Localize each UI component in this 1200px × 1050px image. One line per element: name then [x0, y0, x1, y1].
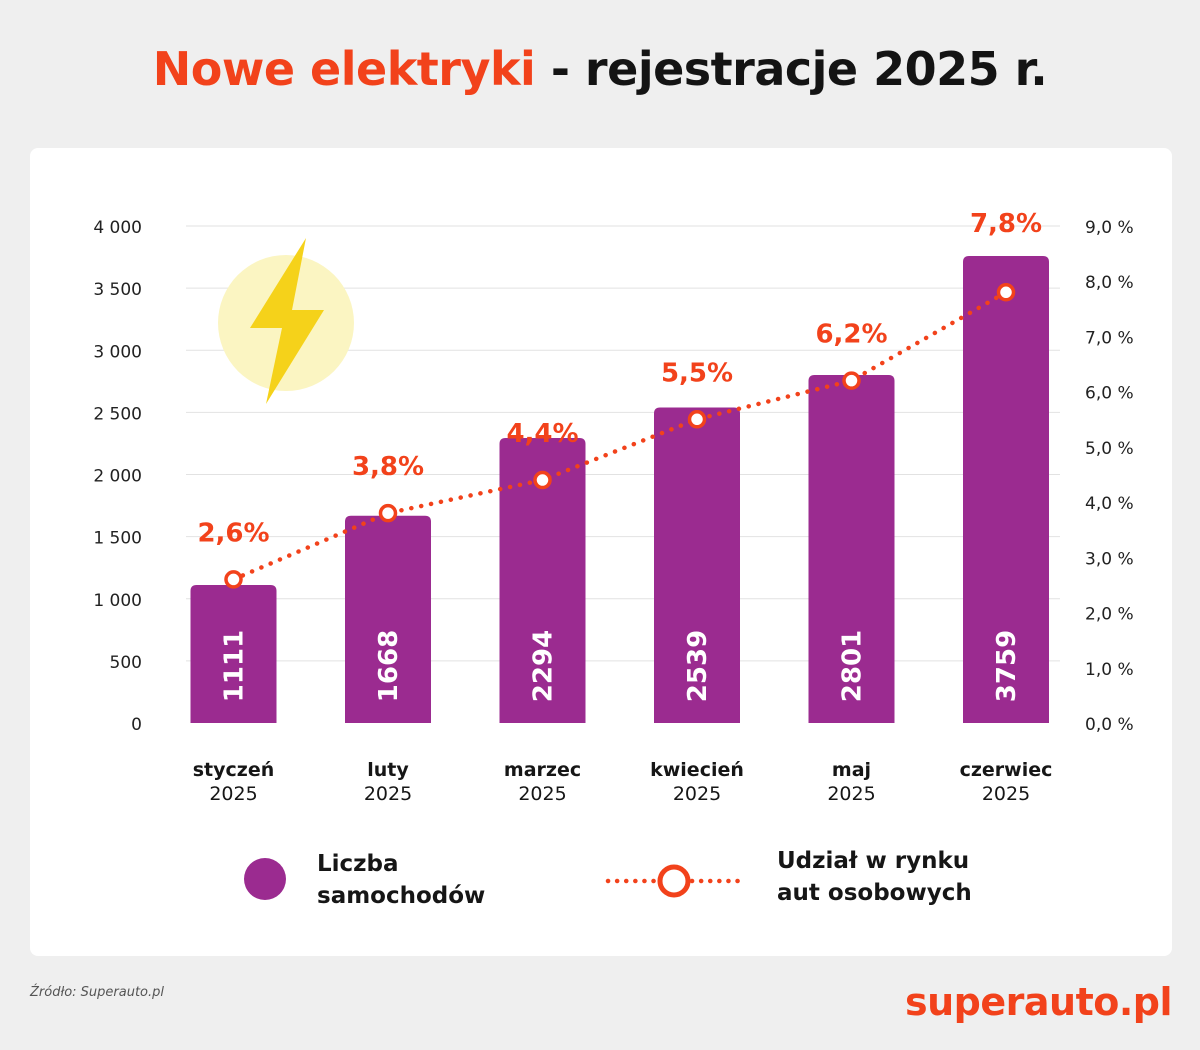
y-left-axis: 0 500 1 000 1 500 2 000 2 500 3 000 3 500 4 000	[93, 218, 142, 735]
x-tick-month: kwiecień	[650, 759, 744, 781]
bar-labels: 1111 1668 2294 2539 2801 3759	[220, 630, 1023, 702]
share-point	[996, 283, 1016, 302]
y-right-tick-label: 4,0 %	[1085, 494, 1134, 514]
legend-item-line: Udział w rynku aut osobowych	[777, 845, 1037, 909]
y-left-tick-label: 2 500	[93, 404, 142, 424]
legend-line-line1: Udział w rynku	[777, 848, 970, 874]
legend-bars-line1: Liczba	[317, 851, 399, 877]
share-points	[224, 283, 1016, 589]
y-right-tick-label: 5,0 %	[1085, 439, 1134, 459]
share-value-label: 6,2%	[815, 320, 887, 350]
lightning-bolt-icon	[218, 238, 354, 404]
bars	[190, 255, 1049, 723]
share-point	[842, 371, 861, 390]
bar	[190, 584, 277, 723]
legend-bar-swatch	[244, 858, 286, 900]
bar-value-label: 1668	[374, 630, 404, 702]
share-point	[533, 470, 552, 490]
share-point	[378, 503, 398, 523]
bar-value-label: 1111	[220, 630, 250, 702]
bar-value-label: 2801	[838, 630, 868, 702]
bar	[654, 407, 740, 723]
y-left-tick-label: 1 500	[93, 529, 142, 549]
x-tick-year: 2025	[673, 783, 721, 805]
y-right-tick-label: 0,0 %	[1085, 715, 1134, 735]
share-value-label: 7,8%	[970, 209, 1042, 239]
x-tick-month: czerwiec	[960, 759, 1053, 781]
bar	[345, 515, 431, 723]
y-left-tick-label: 1 000	[93, 591, 142, 611]
y-right-tick-label: 2,0 %	[1085, 605, 1134, 625]
share-value-label: 3,8%	[352, 452, 424, 482]
y-right-tick-label: 3,0 %	[1085, 549, 1134, 569]
title-accent: Nowe elektryki	[152, 42, 536, 96]
y-left-tick-label: 0	[131, 715, 142, 735]
share-point	[687, 410, 707, 429]
chart-card: 0 500 1 000 1 500 2 000 2 500 3 000 3 500 4 000 …	[30, 148, 1172, 956]
y-left-tick-label: 4 000	[93, 218, 142, 238]
legend-line-line2: aut osobowych	[777, 880, 972, 906]
legend-bars-line2: samochodów	[317, 883, 486, 909]
x-tick-year: 2025	[982, 783, 1030, 805]
legend-icons	[244, 858, 745, 900]
legend-line-swatch-marker	[657, 864, 691, 898]
y-left-tick-label: 3 000	[93, 342, 142, 362]
x-axis-labels: styczeń2025luty2025marzec2025kwiecień202…	[193, 759, 1053, 805]
y-right-tick-label: 6,0 %	[1085, 384, 1134, 404]
y-right-tick-label: 1,0 %	[1085, 660, 1134, 680]
x-tick-year: 2025	[827, 783, 875, 805]
brand-logo: superauto.pl	[904, 980, 1173, 1024]
x-tick-month: luty	[367, 759, 409, 781]
share-line	[231, 290, 1009, 582]
share-value-label: 5,5%	[661, 358, 733, 388]
bar	[499, 437, 586, 723]
y-right-tick-label: 9,0 %	[1085, 218, 1134, 238]
y-right-tick-label: 8,0 %	[1085, 273, 1134, 293]
share-labels: 2,6% 3,8% 4,4% 5,5% 6,2% 7,8%	[197, 209, 1042, 548]
share-value-label: 4,4%	[506, 419, 578, 449]
bar	[808, 374, 895, 723]
share-value-label: 2,6%	[197, 518, 269, 548]
x-tick-year: 2025	[209, 783, 257, 805]
legend-item-bars: Liczba samochodów	[317, 848, 577, 912]
bar	[963, 255, 1049, 723]
y-left-tick-label: 500	[110, 653, 142, 673]
y-left-tick-label: 3 500	[93, 280, 142, 300]
share-point	[224, 570, 243, 589]
bar-value-label: 2539	[683, 630, 713, 702]
y-left-tick-label: 2 000	[93, 467, 142, 487]
x-tick-month: marzec	[504, 759, 581, 781]
x-tick-year: 2025	[518, 783, 566, 805]
x-tick-month: maj	[832, 759, 871, 781]
bar-value-label: 3759	[992, 630, 1022, 702]
x-tick-year: 2025	[364, 783, 412, 805]
bolt-shape	[250, 238, 324, 404]
page-title: Nowe elektryki - rejestracje 2025 r.	[0, 42, 1200, 96]
x-tick-month: styczeń	[193, 759, 275, 781]
source-note: Źródło: Superauto.pl	[30, 985, 164, 1000]
y-right-tick-label: 7,0 %	[1085, 328, 1134, 348]
bar-value-label: 2294	[529, 630, 559, 702]
y-right-axis: 0,0 % 1,0 % 2,0 % 3,0 % 4,0 % 5,0 % 6,0 % 7,0 %…	[1085, 218, 1134, 735]
title-rest: - rejestracje 2025 r.	[535, 42, 1048, 96]
